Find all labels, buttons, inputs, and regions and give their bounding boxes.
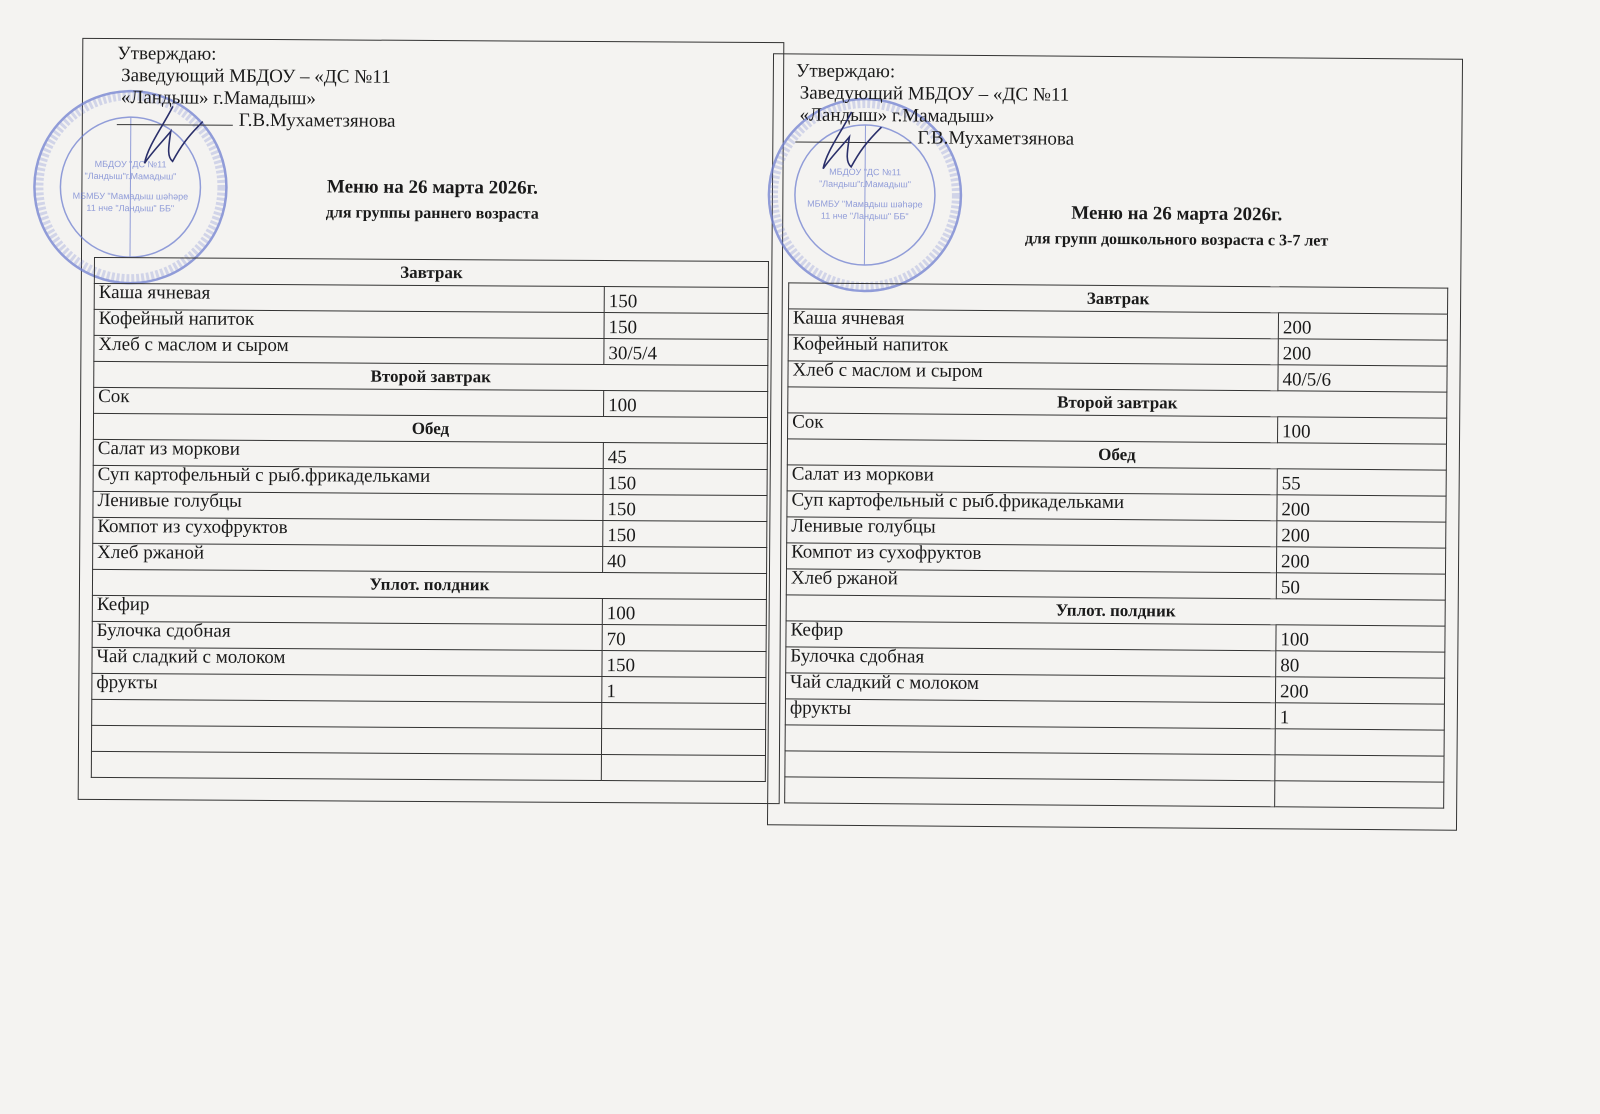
svg-text:"Ландыш"г.Мамадыш": "Ландыш"г.Мамадыш" [819,179,911,190]
menu-subtitle: для групп дошкольного возраста с 3-7 лет [1024,230,1329,250]
table-row: Хлеб с маслом и сыром 30/5/4 [93,334,769,366]
portion-amount: 1 [1275,702,1445,731]
dish-name: Сок [93,386,604,417]
section-row: Второй завтрак [93,361,768,392]
portion-amount: 40 [602,546,767,574]
svg-text:МБМБУ "Мамадыш шәһәре: МБМБУ "Мамадыш шәһәре [807,199,923,210]
portion-amount: 200 [1278,312,1448,341]
portion-amount: 200 [1278,338,1448,367]
menu-panel-preschool: МБДОУ "ДС №11 "Ландыш"г.Мамадыш" МБМБУ "… [766,53,1464,831]
section-title: Второй завтрак [93,361,768,392]
portion-amount: 50 [1276,572,1446,601]
portion-amount: 200 [1275,676,1445,705]
portion-amount [1274,780,1444,809]
portion-amount: 150 [604,312,769,340]
dish-name: Хлеб с маслом и сыром [93,334,605,365]
dish-name [785,724,1276,755]
portion-amount: 200 [1276,494,1447,523]
section-row: Уплот. полдник [92,569,767,600]
portion-amount: 40/5/6 [1277,364,1448,393]
svg-text:МБДОУ "ДС №11: МБДОУ "ДС №11 [95,159,167,169]
portion-amount: 30/5/4 [603,338,769,366]
portion-amount: 200 [1276,546,1446,575]
portion-amount: 100 [603,390,768,418]
table-row: Чай сладкий с молоком 150 [91,646,767,678]
portion-amount: 70 [602,624,767,652]
menu-title-block: Меню на 26 марта 2026г. для группы ранне… [82,175,782,225]
svg-text:11 нче "Ландыш" ББ": 11 нче "Ландыш" ББ" [86,203,174,214]
menu-table: Завтрак Каша ячневая 200 Кофейный напиток 20… [784,282,1448,809]
dish-name: Хлеб с маслом и сыром [787,359,1279,391]
portion-amount: 200 [1276,520,1446,549]
approval-label: Утверждаю: [117,43,217,65]
approval-position: Заведующий МБДОУ – «ДС №11 [121,65,391,88]
menu-title: Меню на 26 марта 2026г. [326,176,538,199]
table-row [91,751,766,782]
section-title: Уплот. полдник [92,569,767,600]
portion-amount: 1 [601,676,766,704]
svg-text:11 нче "Ландыш" ББ": 11 нче "Ландыш" ББ" [821,211,909,222]
menu-title: Меню на 26 марта 2026г. [1071,202,1283,226]
portion-amount: 150 [602,494,768,522]
portion-amount [1274,754,1445,783]
approver-name: Г.В.Мухаметзянова [238,109,396,132]
dish-name [91,751,602,781]
menu-table: Завтрак Каша ячневая 150 Кофейный напиток 15… [91,257,769,782]
dish-name: Хлеб ржаной [92,542,603,573]
portion-amount [601,702,766,730]
portion-amount: 100 [1277,416,1447,445]
dish-name: фрукты [91,672,602,703]
handwritten-signature [143,106,204,164]
dish-name [91,699,602,729]
approver-name: Г.В.Мухаметзянова [917,127,1075,150]
table-row: фрукты 1 [91,672,766,704]
dish-name: Хлеб ржаной [786,567,1277,599]
portion-amount: 100 [1275,624,1446,653]
table-row [91,725,766,756]
svg-text:"Ландыш"г.Мамадыш": "Ландыш"г.Мамадыш" [85,171,177,182]
portion-amount [601,754,766,782]
dish-name [784,776,1275,807]
menu-title-block: Меню на 26 марта 2026г. для групп дошкол… [773,200,1461,251]
official-stamp: МБДОУ "ДС №11 "Ландыш"г.Мамадыш" МБМБУ "… [33,89,228,285]
dish-name: Сок [787,411,1278,443]
handwritten-signature [822,111,883,170]
portion-amount: 80 [1275,650,1445,679]
table-row: Хлеб ржаной 40 [92,542,767,574]
portion-amount: 150 [603,468,768,496]
official-stamp: МБДОУ "ДС №11 "Ландыш"г.Мамадыш" МБМБУ "… [767,97,963,293]
table-row: Сок 100 [93,386,768,418]
menu-panel-early-age: МБДОУ "ДС №11 "Ландыш"г.Мамадыш" МБМБУ "… [33,37,785,805]
portion-amount: 150 [604,286,769,314]
portion-amount: 45 [603,442,768,470]
portion-amount [1275,728,1445,757]
approval-position: Заведующий МБДОУ – «ДС №11 [799,82,1070,106]
dish-name [91,725,602,755]
svg-text:МБДОУ "ДС №11: МБДОУ "ДС №11 [829,167,901,178]
dish-name: Чай сладкий с молоком [785,671,1276,703]
table-row [91,699,766,730]
portion-amount: 55 [1277,468,1447,497]
portion-amount: 150 [602,520,767,548]
portion-amount: 150 [601,650,767,678]
portion-amount: 100 [602,598,767,626]
table-row [784,776,1444,809]
dish-name: Чай сладкий с молоком [91,646,603,677]
dish-name: фрукты [785,697,1276,729]
approval-label: Утверждаю: [795,60,896,83]
portion-amount [601,728,766,756]
dish-name [784,750,1276,781]
svg-text:МБМБУ "Мамадыш шәһәре: МБМБУ "Мамадыш шәһәре [73,191,189,202]
